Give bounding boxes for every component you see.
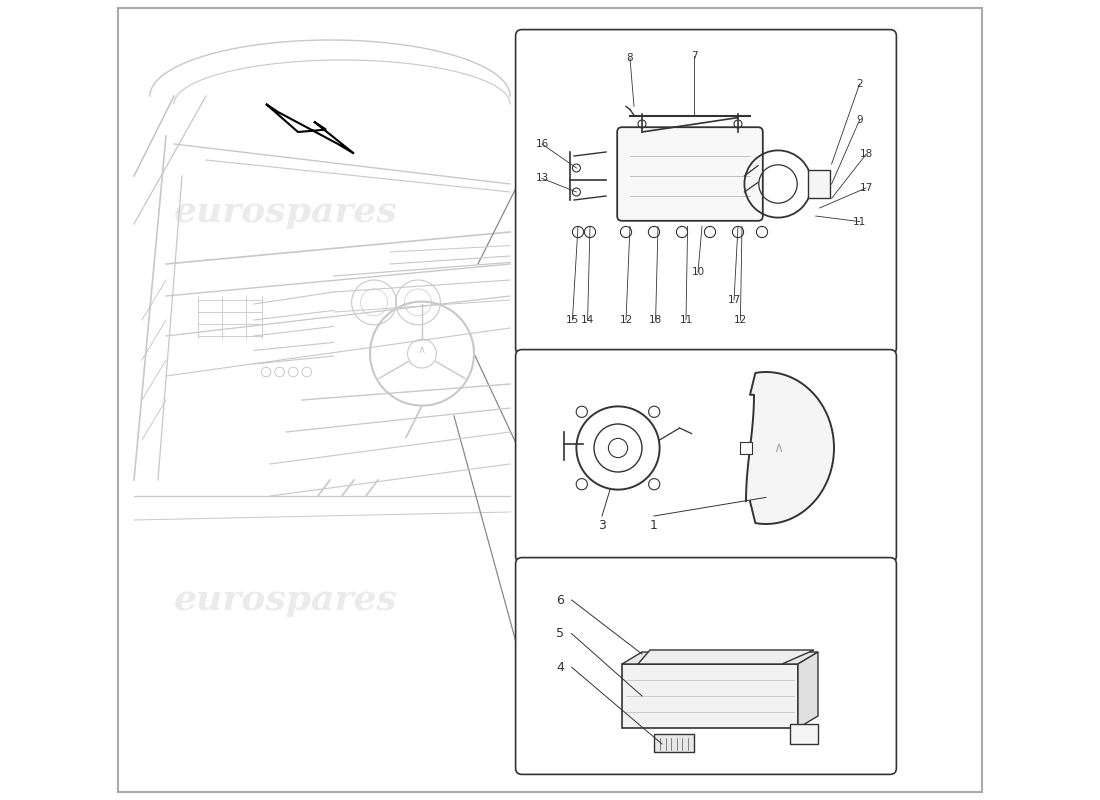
Text: 10: 10 [692,267,705,277]
Text: 2: 2 [856,79,862,89]
Text: eurospares: eurospares [574,583,798,617]
Text: 6: 6 [557,594,564,606]
Text: 11: 11 [852,217,866,226]
Polygon shape [746,372,834,524]
Polygon shape [638,650,814,664]
FancyBboxPatch shape [516,350,896,562]
Bar [654,734,694,752]
Bar [621,664,797,728]
Text: 17: 17 [859,183,872,193]
Text: 11: 11 [680,315,693,325]
Text: 18: 18 [649,315,662,325]
Text: 18: 18 [859,150,872,159]
FancyBboxPatch shape [516,558,896,774]
Text: ∧: ∧ [418,346,426,355]
Polygon shape [621,652,818,664]
Text: 16: 16 [536,139,549,149]
Text: 3: 3 [598,519,606,532]
Polygon shape [798,652,818,728]
Text: 1: 1 [650,519,658,532]
Polygon shape [266,104,354,154]
Text: 13: 13 [536,174,549,183]
Text: 12: 12 [734,315,747,325]
Text: 4: 4 [557,661,564,674]
Text: 14: 14 [581,315,594,325]
Bar [740,442,751,454]
Text: 8: 8 [627,54,634,63]
Text: 5: 5 [557,627,564,640]
Bar [790,724,818,744]
FancyBboxPatch shape [516,30,896,354]
Text: ∧: ∧ [773,441,783,455]
Text: 12: 12 [619,315,632,325]
Text: 17: 17 [727,295,740,305]
Text: eurospares: eurospares [574,195,798,229]
Text: 15: 15 [565,315,579,325]
FancyBboxPatch shape [617,127,762,221]
Bar [807,170,830,198]
Text: eurospares: eurospares [174,583,398,617]
Text: 7: 7 [691,51,697,61]
Text: 9: 9 [856,115,862,125]
Text: eurospares: eurospares [174,195,398,229]
